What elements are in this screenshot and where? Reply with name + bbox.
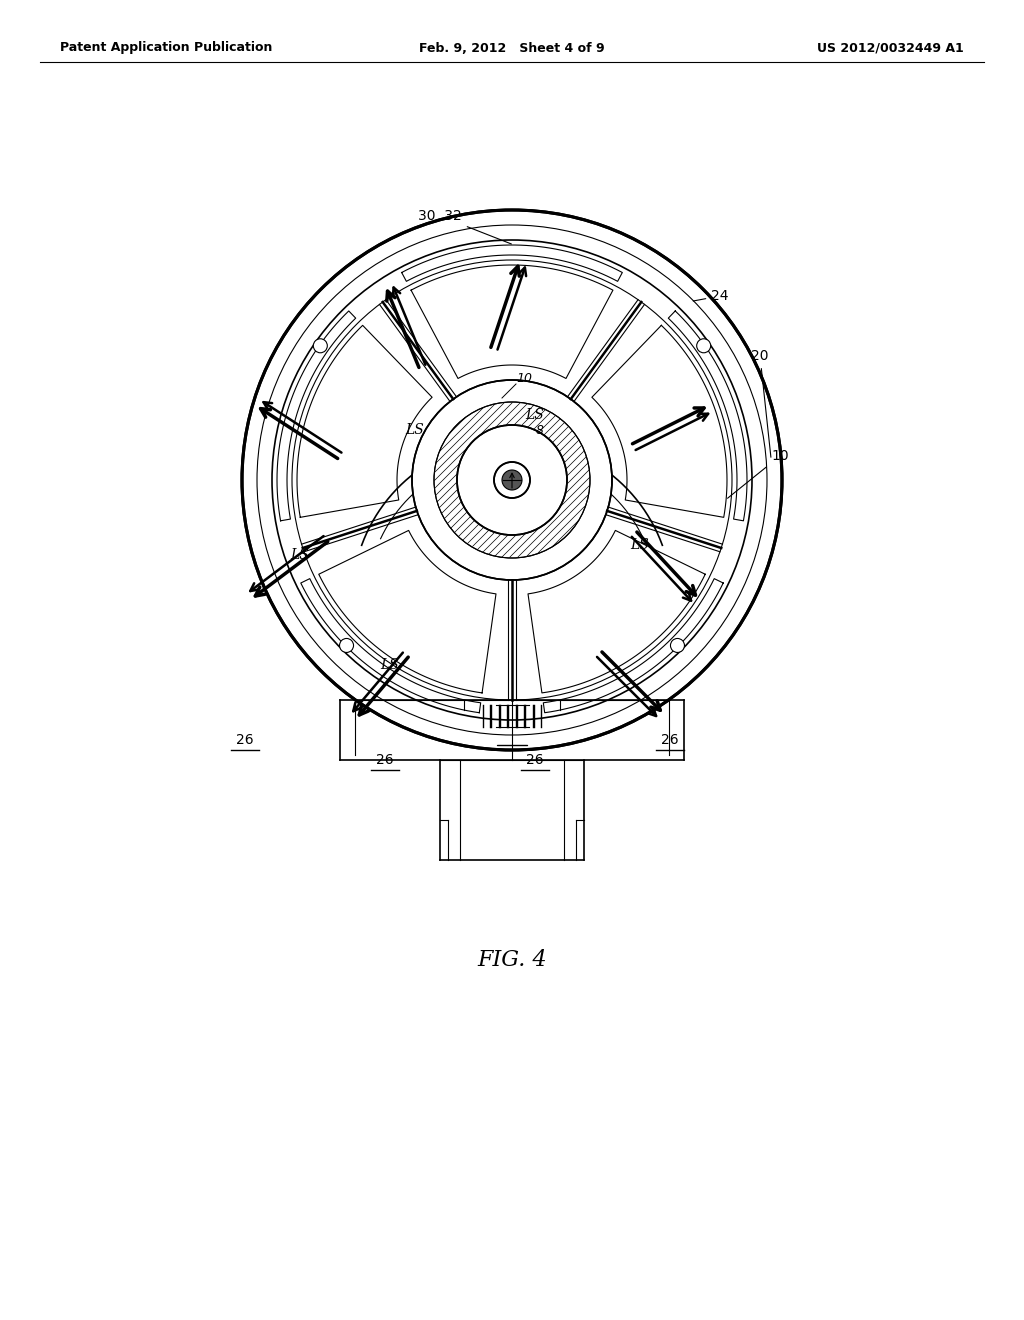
- Text: 20: 20: [752, 348, 771, 457]
- Text: US 2012/0032449 A1: US 2012/0032449 A1: [817, 41, 964, 54]
- Text: LS: LS: [631, 539, 649, 552]
- Text: LS: LS: [406, 422, 424, 437]
- Text: LS: LS: [525, 408, 545, 422]
- Text: 24: 24: [693, 289, 729, 304]
- Circle shape: [412, 380, 612, 579]
- Text: LS: LS: [291, 548, 309, 562]
- Circle shape: [671, 639, 684, 652]
- Text: 8: 8: [536, 424, 544, 437]
- Circle shape: [242, 210, 782, 750]
- Circle shape: [494, 462, 530, 498]
- Text: Feb. 9, 2012   Sheet 4 of 9: Feb. 9, 2012 Sheet 4 of 9: [419, 41, 605, 54]
- Text: 26: 26: [376, 752, 394, 767]
- Text: 26: 26: [237, 733, 254, 747]
- Text: Patent Application Publication: Patent Application Publication: [60, 41, 272, 54]
- Text: 26: 26: [662, 733, 679, 747]
- Circle shape: [340, 639, 353, 652]
- Circle shape: [457, 425, 567, 535]
- Text: 10: 10: [728, 449, 788, 498]
- Circle shape: [502, 470, 522, 490]
- Text: 26: 26: [526, 752, 544, 767]
- Text: FIG. 4: FIG. 4: [477, 949, 547, 972]
- Text: 10: 10: [516, 371, 532, 384]
- Circle shape: [434, 403, 590, 558]
- Text: LS: LS: [381, 657, 399, 672]
- Circle shape: [696, 339, 711, 352]
- Circle shape: [313, 339, 328, 352]
- Text: 30, 32: 30, 32: [418, 209, 511, 244]
